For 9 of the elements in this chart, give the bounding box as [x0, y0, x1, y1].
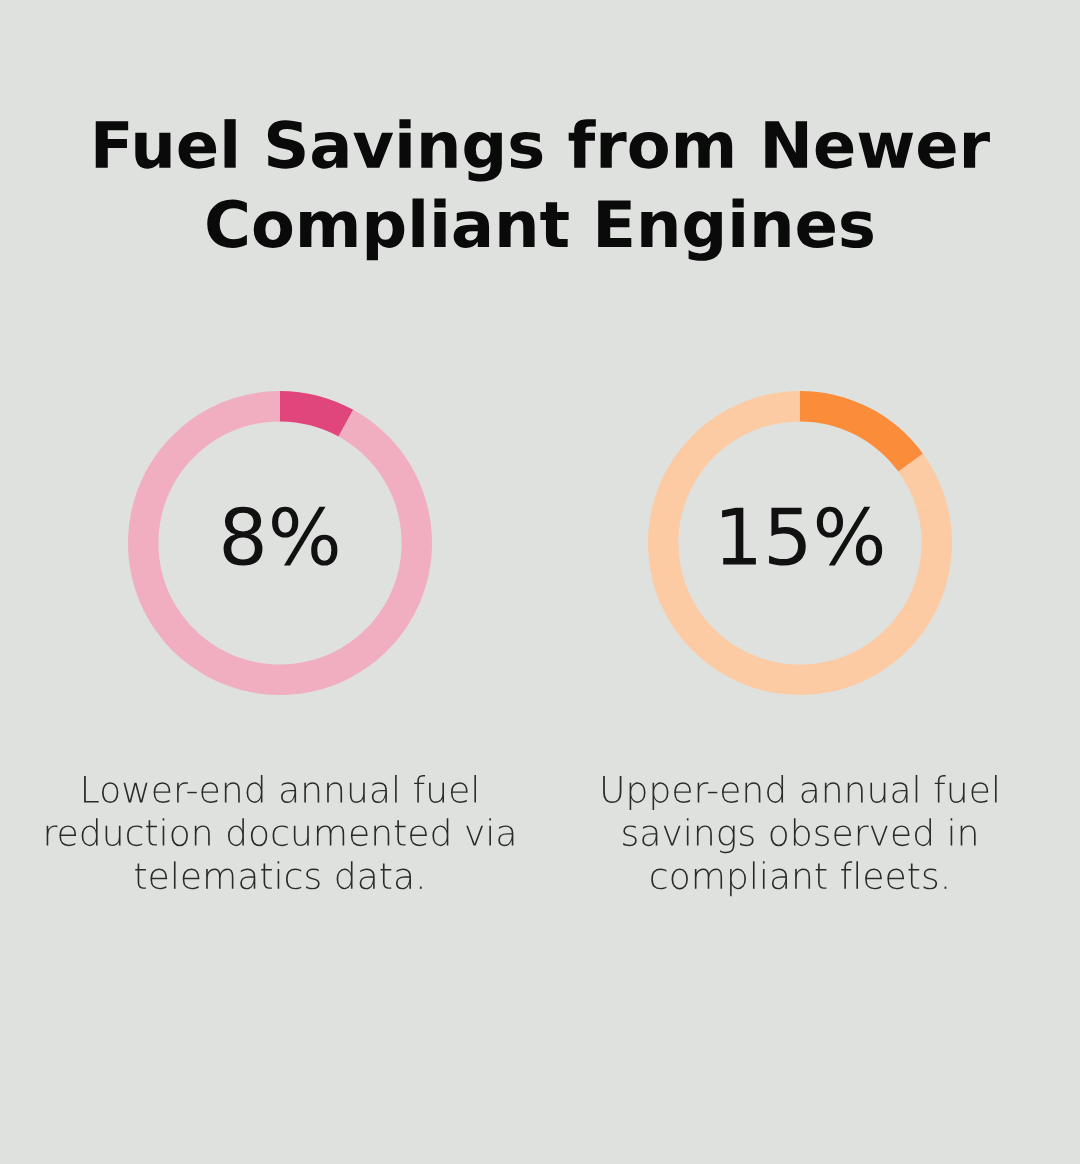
data-label: 8%: [223, 506, 338, 566]
donut-slice: [280, 391, 354, 437]
data-label: 15%: [722, 506, 883, 566]
text: Upper-end annual fuel savings observed in compliant fleets.: [603, 775, 997, 897]
donut-slice: [648, 391, 952, 695]
chart-title: Fuel Savings from Newer Compliant Engines: [95, 119, 990, 261]
text: Lower-end annual fuel reduction documented via telematics data.: [46, 775, 514, 890]
donut-slice: [800, 391, 923, 472]
donut-slice: [128, 391, 432, 695]
